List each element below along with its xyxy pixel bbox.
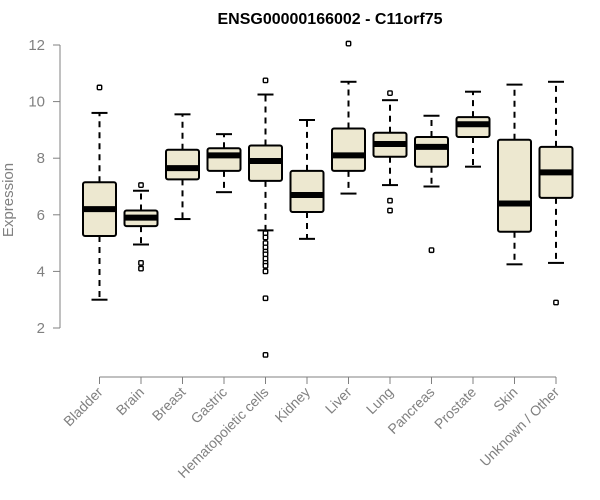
iqr-box xyxy=(206,147,242,172)
outlier-point xyxy=(345,40,352,47)
iqr-box xyxy=(289,169,325,213)
box-group xyxy=(538,80,574,306)
y-tick-label: 2 xyxy=(37,320,45,337)
x-tick-label: Brain xyxy=(113,384,147,418)
x-tick-label: Prostate xyxy=(431,384,479,432)
x-tick-label: Kidney xyxy=(272,384,314,426)
outlier-point xyxy=(96,84,103,91)
x-tick-label: Unknown / Other xyxy=(477,384,563,470)
outlier-point xyxy=(138,182,144,188)
y-tick-label: 8 xyxy=(37,150,45,167)
outlier-point xyxy=(262,77,269,84)
x-tick-label: Liver xyxy=(322,384,355,417)
outlier-point xyxy=(387,90,393,97)
outlier-point xyxy=(387,197,393,204)
x-tick-label: Lung xyxy=(363,384,396,417)
outlier-point xyxy=(428,247,435,254)
iqr-box xyxy=(165,148,200,181)
outlier-point xyxy=(387,207,393,214)
y-tick-label: 10 xyxy=(28,94,45,111)
outlier-point xyxy=(262,234,269,241)
box-group xyxy=(82,84,117,301)
iqr-box xyxy=(331,127,366,172)
outlier-point xyxy=(138,260,144,266)
box-group xyxy=(123,182,159,272)
box-group xyxy=(455,90,491,168)
box-group xyxy=(331,40,366,195)
y-tick-label: 6 xyxy=(37,207,45,224)
chart-title: ENSG00000166002 - C11orf75 xyxy=(217,11,442,28)
outlier-point xyxy=(262,295,269,302)
box-group xyxy=(497,83,532,266)
iqr-box xyxy=(497,138,532,233)
outlier-point xyxy=(262,268,269,275)
box-group xyxy=(165,113,200,221)
box-group xyxy=(248,77,283,358)
box-group xyxy=(289,118,325,240)
boxes-layer xyxy=(82,40,574,358)
x-tick-label: Bladder xyxy=(60,384,106,430)
outlier-point xyxy=(553,299,559,306)
iqr-box xyxy=(414,135,449,168)
box-group xyxy=(414,114,449,254)
y-axis: 2 4 6 8 10 12 xyxy=(28,37,61,337)
outlier-point xyxy=(138,265,144,272)
y-tick-label: 4 xyxy=(37,263,45,280)
box-group xyxy=(372,90,408,214)
box-group xyxy=(206,133,242,194)
outlier-point xyxy=(262,262,269,269)
x-tick-label: Skin xyxy=(490,384,521,415)
y-axis-label: Expression xyxy=(0,163,17,237)
x-tick-label: Breast xyxy=(149,384,189,424)
outlier-point xyxy=(262,351,269,358)
y-tick-label: 12 xyxy=(28,37,45,54)
